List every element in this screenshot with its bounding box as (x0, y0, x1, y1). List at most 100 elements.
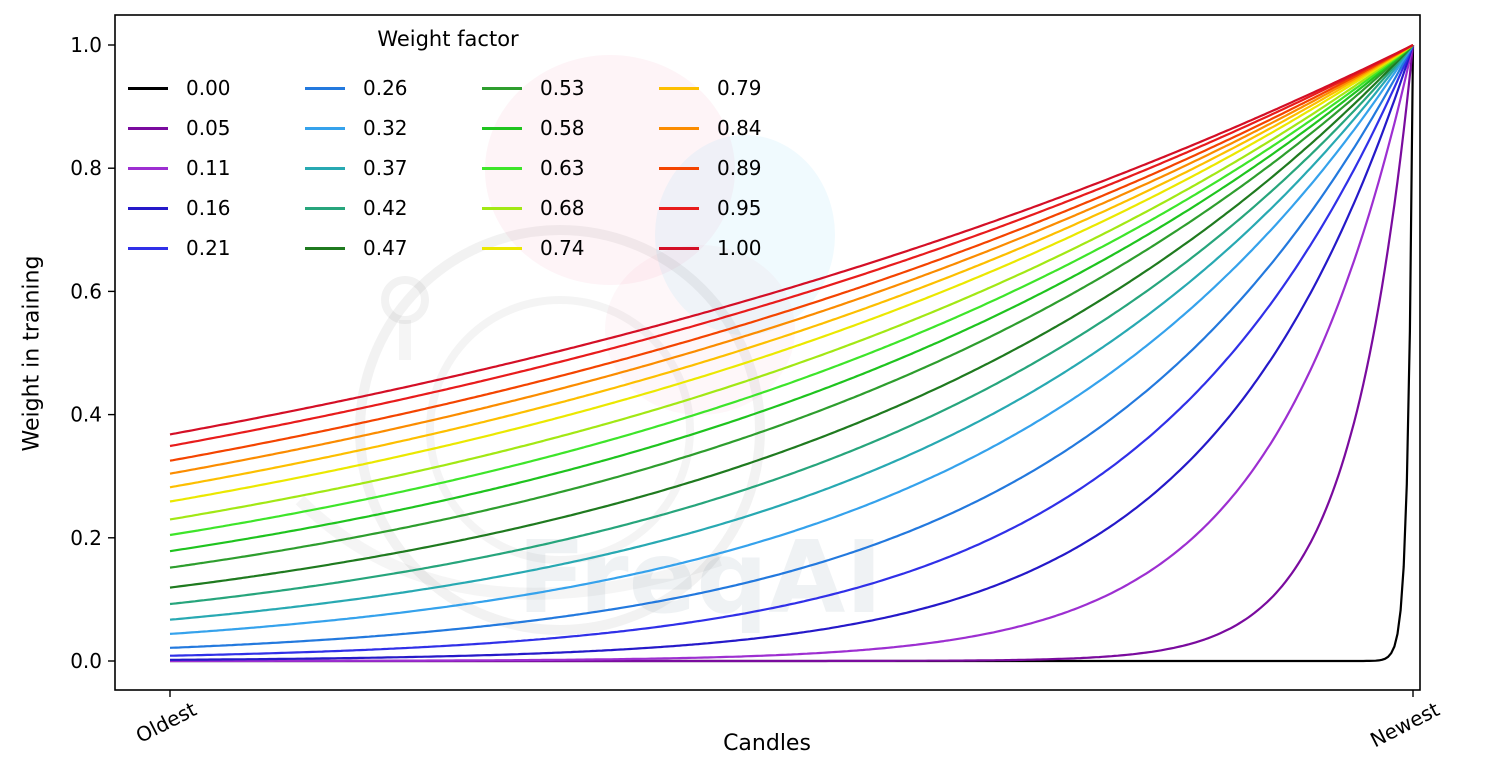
watermark-text: FreqAI (517, 519, 882, 636)
legend-item: 0.89 (659, 158, 836, 178)
legend-item: 0.26 (305, 78, 482, 98)
legend-item: 0.47 (305, 238, 482, 258)
series-line-0.16 (170, 44, 1415, 661)
legend-label: 0.68 (540, 196, 585, 220)
legend-label: 0.21 (186, 236, 231, 260)
series-line-0.26 (169, 44, 1414, 649)
legend-item: 0.21 (128, 238, 305, 258)
legend-item: 0.05 (128, 118, 305, 138)
x-tick-label: Oldest (132, 697, 201, 748)
legend-label: 1.00 (717, 236, 762, 260)
y-tick-label: 1.0 (70, 33, 102, 57)
legend-label: 0.05 (186, 116, 231, 140)
legend-swatch (482, 206, 522, 210)
watermark-line-art (295, 320, 722, 600)
watermark-stopwatch-knob (381, 276, 429, 324)
y-tick-label: 0.2 (70, 526, 102, 550)
y-axis-label: Weight in training (19, 255, 45, 452)
x-tick-label: Newest (1366, 697, 1443, 752)
y-tick-label: 0.0 (70, 649, 102, 673)
legend-label: 0.00 (186, 76, 231, 100)
series-line-0.74 (169, 44, 1414, 503)
legend-item: 0.84 (659, 118, 836, 138)
legend-label: 0.53 (540, 76, 585, 100)
series-line-1.00 (169, 44, 1414, 436)
series-line-0.47 (169, 44, 1414, 589)
legend-label: 0.32 (363, 116, 408, 140)
legend-item: 0.42 (305, 198, 482, 218)
legend-swatch (482, 246, 522, 250)
series-line-0.68 (169, 44, 1414, 521)
series-line-0.11 (170, 44, 1415, 663)
watermark-pink-blob (485, 55, 735, 285)
legend-item: 1.00 (659, 238, 836, 258)
legend-swatch (305, 246, 345, 250)
legend-label: 0.37 (363, 156, 408, 180)
x-axis-label: Candles (723, 731, 811, 756)
legend-label: 0.58 (540, 116, 585, 140)
legend-label: 0.26 (363, 76, 408, 100)
series-line-0.79 (169, 44, 1414, 489)
watermark-blue-blob (655, 135, 835, 335)
legend-item: 0.11 (128, 158, 305, 178)
legend-item: 0.16 (128, 198, 305, 218)
legend-swatch (659, 86, 699, 90)
legend-swatch (128, 206, 168, 210)
legend-item: 0.95 (659, 198, 836, 218)
series-lines (169, 44, 1415, 663)
legend-swatch (482, 86, 522, 90)
legend-swatch (305, 86, 345, 90)
watermark-pink-blob-2 (605, 245, 795, 415)
legend-swatch (482, 126, 522, 130)
legend-item: 0.53 (482, 78, 659, 98)
legend-label: 0.89 (717, 156, 762, 180)
legend-swatch (305, 126, 345, 130)
legend-label: 0.63 (540, 156, 585, 180)
legend-swatch (659, 166, 699, 170)
legend-swatch (482, 166, 522, 170)
legend-label: 0.84 (717, 116, 762, 140)
legend-item: 0.58 (482, 118, 659, 138)
legend-label: 0.42 (363, 196, 408, 220)
legend-label: 0.16 (186, 196, 231, 220)
freqai-watermark: FreqAI (295, 55, 883, 636)
legend-swatch (128, 166, 168, 170)
legend-swatch (659, 206, 699, 210)
legend-label: 0.95 (717, 196, 762, 220)
series-line-0.95 (169, 44, 1414, 448)
legend-swatch (128, 126, 168, 130)
legend: Weight factor 0.00 0.05 0.11 0.16 0.21 0.26 0.… (128, 24, 768, 268)
legend-swatch (128, 86, 168, 90)
legend-grid: 0.00 0.05 0.11 0.16 0.21 0.26 0.32 0.37 0.42 0.47… (128, 68, 768, 268)
legend-swatch (305, 166, 345, 170)
legend-item: 0.32 (305, 118, 482, 138)
legend-label: 0.79 (717, 76, 762, 100)
legend-title: Weight factor (377, 27, 519, 51)
series-line-0.21 (170, 44, 1415, 657)
legend-swatch (305, 206, 345, 210)
legend-label: 0.11 (186, 156, 231, 180)
series-line-0.37 (169, 44, 1414, 621)
series-line-0.32 (169, 44, 1414, 635)
series-line-0.84 (169, 44, 1414, 475)
legend-item: 0.74 (482, 238, 659, 258)
watermark-outline-circle (355, 225, 765, 635)
series-line-0.58 (169, 44, 1414, 553)
legend-swatch (659, 246, 699, 250)
series-line-0.89 (169, 44, 1414, 462)
legend-item: 0.00 (128, 78, 305, 98)
watermark-inner-circle (426, 296, 694, 564)
series-line-0.42 (169, 44, 1414, 606)
legend-item: 0.37 (305, 158, 482, 178)
legend-label: 0.47 (363, 236, 408, 260)
legend-swatch (659, 126, 699, 130)
legend-item: 0.68 (482, 198, 659, 218)
y-tick-label: 0.4 (70, 403, 102, 427)
legend-label: 0.74 (540, 236, 585, 260)
y-tick-label: 0.8 (70, 156, 102, 180)
axes-frame (114, 14, 1421, 691)
series-line-0.63 (169, 44, 1414, 537)
legend-swatch (128, 246, 168, 250)
